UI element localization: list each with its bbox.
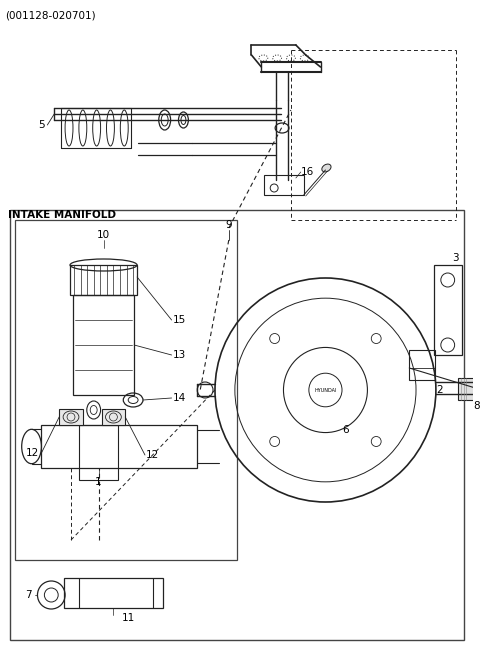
Bar (70, 265, 137, 295)
Text: 9: 9 (226, 220, 232, 230)
Bar (10, 210, 464, 640)
Bar (79, 425, 119, 480)
Bar (102, 409, 125, 425)
Text: HYUNDAI: HYUNDAI (314, 388, 336, 392)
Text: 10: 10 (97, 230, 110, 240)
Bar (59, 409, 83, 425)
Text: 16: 16 (301, 167, 314, 177)
Text: 14: 14 (173, 393, 186, 403)
Text: 3: 3 (452, 253, 459, 263)
Text: 12: 12 (26, 448, 39, 458)
Text: 8: 8 (473, 401, 480, 411)
Text: 5: 5 (38, 120, 44, 130)
Text: 2: 2 (436, 385, 443, 395)
Bar (41, 425, 197, 468)
Text: 7: 7 (25, 590, 32, 600)
Bar (15, 220, 237, 560)
Ellipse shape (322, 164, 331, 172)
Text: (001128-020701): (001128-020701) (5, 10, 96, 20)
Bar (73, 295, 134, 395)
Text: 13: 13 (173, 350, 186, 360)
Text: 12: 12 (146, 450, 159, 460)
Bar (434, 265, 462, 355)
Text: 1: 1 (96, 477, 102, 487)
Bar (457, 378, 475, 400)
Bar (64, 578, 163, 608)
Text: 6: 6 (342, 425, 348, 435)
Bar (264, 175, 304, 195)
Bar (409, 350, 435, 380)
Text: 15: 15 (173, 315, 186, 325)
Text: 11: 11 (121, 613, 135, 623)
Text: INTAKE MANIFOLD: INTAKE MANIFOLD (8, 210, 116, 220)
